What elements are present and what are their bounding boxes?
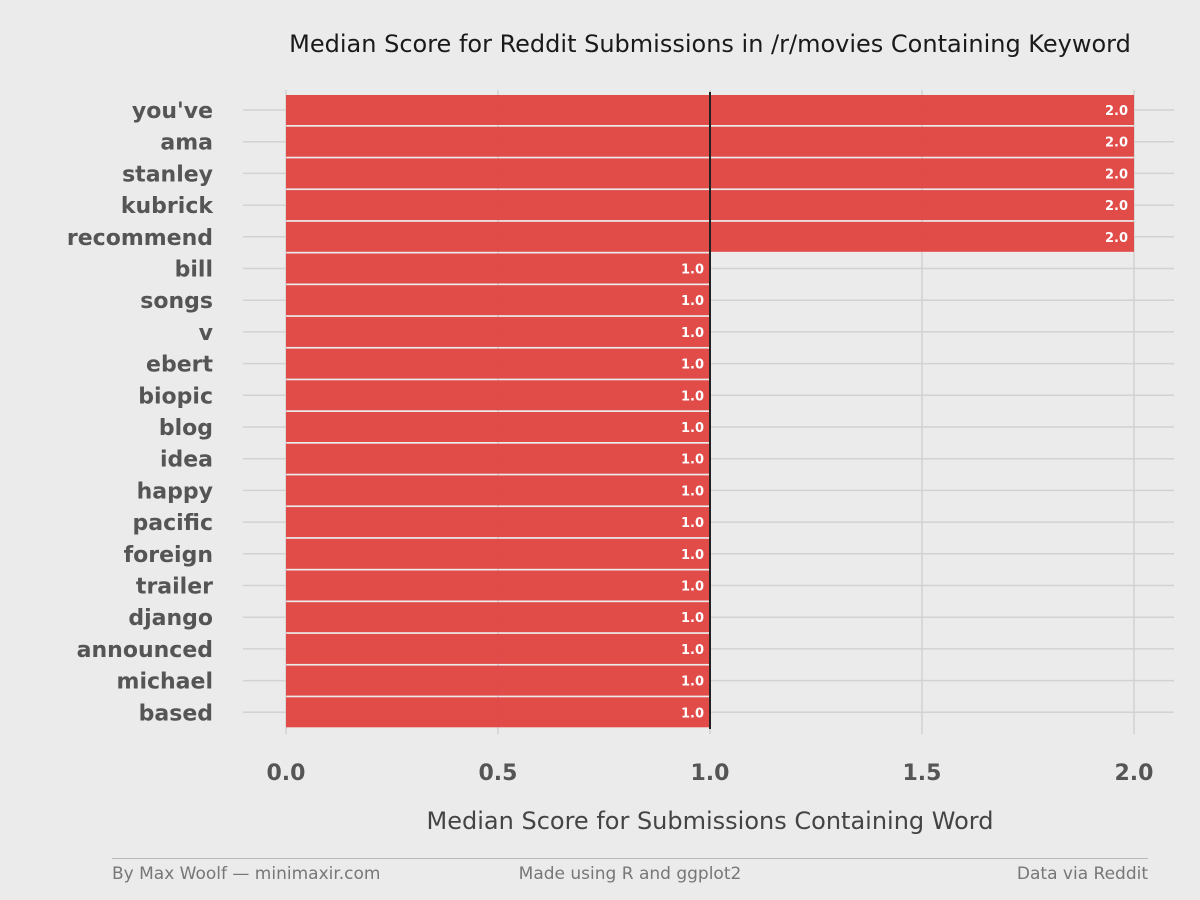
bar (286, 507, 710, 538)
category-label: announced (77, 638, 213, 663)
x-tick-label: 2.0 (1115, 761, 1154, 786)
category-label: you've (132, 99, 213, 124)
bar (286, 412, 710, 442)
bar-value-label: 1.0 (681, 580, 704, 595)
bar-value-label: 1.0 (681, 326, 704, 341)
bar-value-label: 2.0 (1105, 104, 1128, 119)
x-tick-label: 0.0 (267, 761, 306, 786)
category-label: recommend (67, 226, 213, 251)
category-label: kubrick (121, 194, 214, 219)
bar-value-label: 1.0 (681, 611, 704, 626)
footer-credit: By Max Woolf — minimaxir.com (112, 864, 381, 884)
footer-tooling: Made using R and ggplot2 (518, 864, 742, 884)
bar-value-label: 1.0 (681, 548, 704, 563)
category-label: biopic (138, 384, 213, 409)
x-tick-label: 1.5 (903, 761, 942, 786)
bar (286, 348, 710, 379)
bar (286, 665, 710, 696)
category-label: django (128, 606, 213, 631)
bar (286, 570, 710, 601)
x-tick-label: 0.5 (479, 761, 518, 786)
bar (286, 633, 710, 664)
bar (286, 602, 710, 633)
category-label: songs (140, 289, 213, 314)
category-label: idea (160, 448, 213, 473)
bar-chart: Median Score for Reddit Submissions in /… (67, 30, 1174, 835)
bars-group: 2.0 2.0 2.0 2.0 2.0 1.0 1.0 1.0 1.0 1.0 1.0 1.0 1.0 1… (286, 92, 1134, 729)
bar (286, 380, 710, 411)
category-label: pacific (132, 511, 213, 536)
bar-value-label: 1.0 (681, 453, 704, 468)
x-axis-ticks: 0.0 0.5 1.0 1.5 2.0 (267, 761, 1154, 786)
category-label: michael (117, 670, 213, 695)
category-label: v (199, 321, 214, 346)
bar-value-label: 1.0 (681, 389, 704, 404)
bar-value-label: 1.0 (681, 421, 704, 436)
bar (286, 475, 710, 506)
bar (286, 443, 710, 474)
x-axis-title: Median Score for Submissions Containing … (427, 807, 994, 835)
footer-source: Data via Reddit (1016, 864, 1148, 884)
bar (286, 285, 710, 316)
bar-value-label: 1.0 (681, 675, 704, 690)
bar-value-label: 2.0 (1105, 167, 1128, 182)
bar-value-label: 2.0 (1105, 199, 1128, 214)
bar-value-label: 2.0 (1105, 231, 1128, 246)
category-label: blog (159, 416, 213, 441)
bar-value-label: 1.0 (681, 358, 704, 373)
category-label: stanley (122, 162, 213, 187)
x-tick-label: 1.0 (691, 761, 730, 786)
category-label: based (139, 701, 213, 726)
bar (286, 316, 710, 347)
bar-value-label: 2.0 (1105, 136, 1128, 151)
bar-value-label: 1.0 (681, 263, 704, 278)
bar-value-label: 1.0 (681, 484, 704, 499)
category-label: trailer (136, 575, 213, 600)
category-label: happy (137, 479, 213, 504)
bar (286, 697, 710, 728)
category-label: ebert (146, 353, 213, 378)
bar-value-label: 1.0 (681, 643, 704, 658)
bar-value-label: 1.0 (681, 516, 704, 531)
footer-divider (112, 858, 1148, 859)
bar-value-label: 1.0 (681, 294, 704, 309)
chart-title: Median Score for Reddit Submissions in /… (289, 30, 1131, 58)
category-label: foreign (124, 543, 213, 568)
bar (286, 253, 710, 284)
category-labels: you've ama stanley kubrick recommend bill song… (67, 99, 214, 726)
category-label: ama (160, 131, 213, 156)
bar-value-label: 1.0 (681, 706, 704, 721)
bar (286, 538, 710, 569)
category-label: bill (175, 258, 213, 283)
